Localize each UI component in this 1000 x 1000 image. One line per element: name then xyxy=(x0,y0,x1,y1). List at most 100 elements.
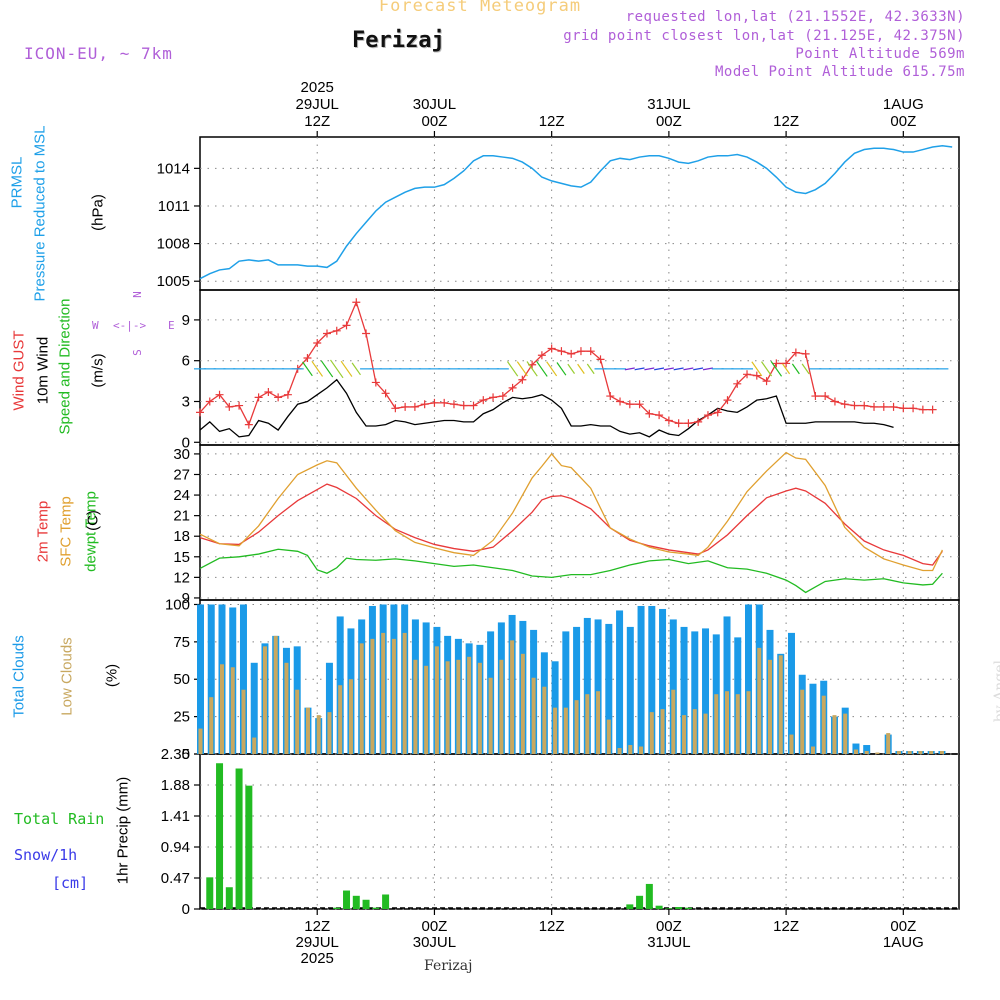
low-cloud-bar xyxy=(563,707,568,754)
rain-bar xyxy=(655,905,663,909)
meteogram-title: Forecast Meteogram xyxy=(378,0,582,16)
low-cloud-bar xyxy=(209,697,214,754)
low-cloud-bar xyxy=(875,752,880,754)
bottom-time-label: 12Z xyxy=(773,918,799,935)
wind-gust-marker xyxy=(489,393,498,402)
bottom-time-label: 31JUL xyxy=(647,934,690,951)
low-cloud-bar xyxy=(327,712,332,754)
low-cloud-bar xyxy=(424,665,429,754)
low-cloud-bar xyxy=(864,751,869,754)
wind-gust-marker xyxy=(811,392,820,401)
wind-direction-arrow xyxy=(526,361,538,377)
wind-gust-marker xyxy=(674,419,683,428)
wind-gust-marker xyxy=(782,359,791,368)
rain-bar xyxy=(343,890,351,909)
low-cloud-bar xyxy=(262,646,267,754)
y-tick-label: 1014 xyxy=(157,160,190,177)
wind-direction-arrow xyxy=(702,367,713,371)
low-cloud-bar xyxy=(789,734,794,754)
wind-gust-marker xyxy=(899,404,908,413)
y-tick-label: 0.47 xyxy=(161,870,190,887)
bottom-time-label: 00Z xyxy=(422,918,448,935)
snow-unit-label: [cm] xyxy=(52,874,89,892)
wind-10m-line xyxy=(199,378,894,438)
wind-gust-marker xyxy=(635,400,644,409)
low-cloud-bar xyxy=(746,691,751,754)
wind-gust-marker xyxy=(410,402,419,411)
y-tick-label: 0 xyxy=(182,434,190,451)
wind-gust-marker xyxy=(508,383,517,392)
pressure-line xyxy=(199,145,953,280)
point-altitude: Point Altitude 569m xyxy=(795,46,965,62)
total-cloud-bar xyxy=(745,604,753,754)
rain-bar xyxy=(675,907,683,909)
y-tick-label: 1005 xyxy=(157,273,190,290)
y-tick-label: 12 xyxy=(173,569,190,586)
wind-gust-marker xyxy=(303,353,312,362)
bottom-time-label: 12Z xyxy=(304,918,330,935)
temp-dewpt-line xyxy=(199,548,943,594)
wind-direction-arrow xyxy=(663,367,674,371)
y-tick-label: 0 xyxy=(182,901,190,918)
wind-gust-marker xyxy=(733,379,742,388)
wind-direction-arrow xyxy=(801,363,810,375)
temp-sfc-line xyxy=(199,451,943,572)
low-cloud-bar xyxy=(853,749,858,754)
low-cloud-bar xyxy=(735,694,740,754)
footer-location: Ferizaj xyxy=(424,958,473,974)
low-cloud-bar xyxy=(767,659,772,754)
low-cloud-bar xyxy=(531,677,536,754)
total-cloud-bar xyxy=(702,628,710,754)
location-name: Ferizaj xyxy=(352,28,445,53)
wind-direction-arrow xyxy=(567,363,576,374)
y-tick-label: 30 xyxy=(173,446,190,463)
low-cloud-bar xyxy=(628,745,633,754)
low-cloud-bar xyxy=(230,667,235,754)
wind-direction-arrow xyxy=(586,363,595,375)
wind-gust-marker xyxy=(625,400,634,409)
bottom-time-label: 2025 xyxy=(301,950,334,967)
wind-direction-arrow xyxy=(770,361,783,377)
low-cloud-bar xyxy=(832,715,837,754)
rain-bar xyxy=(372,907,380,909)
low-cloud-bar xyxy=(520,653,525,754)
rain-bar xyxy=(362,899,370,909)
low-cloud-bar xyxy=(198,728,203,754)
low-cloud-bar xyxy=(316,715,321,754)
y-tick-label: 2.35 xyxy=(161,746,190,763)
rain-bar xyxy=(636,895,644,909)
wind-direction-arrow xyxy=(751,361,763,377)
bottom-time-label: 29JUL xyxy=(296,934,339,951)
low-cloud-bar xyxy=(391,638,396,754)
wind-direction-arrow xyxy=(311,360,324,377)
wind-gust-marker xyxy=(440,398,449,407)
top-time-label: 2025 xyxy=(301,79,334,96)
y-tick-label: 1.88 xyxy=(161,777,190,794)
low-cloud-bar xyxy=(639,746,644,754)
low-cloud-bar xyxy=(305,707,310,754)
low-cloud-bar xyxy=(413,659,418,754)
total-cloud-bar xyxy=(336,616,344,754)
total-cloud-bar xyxy=(637,605,645,754)
total-cloud-bar xyxy=(852,743,860,754)
low-cloud-bar xyxy=(907,751,912,754)
wind-gust-marker xyxy=(205,397,214,406)
low-cloud-bar xyxy=(219,664,224,754)
low-cloud-bar xyxy=(703,713,708,754)
compass-rose: N W <-|-> E S xyxy=(90,288,180,358)
wind-direction-arrow xyxy=(546,361,558,377)
wind-gust-marker xyxy=(254,393,263,402)
rain-bar xyxy=(626,904,634,909)
wind-gust-marker xyxy=(420,400,429,409)
wind-gust-marker xyxy=(860,401,869,410)
total-cloud-bar xyxy=(325,662,333,754)
top-time-label: 12Z xyxy=(773,113,799,130)
total-cloud-bar xyxy=(250,662,258,754)
low-cloud-bar xyxy=(886,733,891,754)
total-cloud-bar xyxy=(680,626,688,754)
wind-gust-marker xyxy=(537,351,546,360)
wind-gust-marker xyxy=(596,355,605,364)
top-time-label: 1AUG xyxy=(883,96,924,113)
top-time-label: 12Z xyxy=(304,113,330,130)
wind-gust-marker xyxy=(918,405,927,414)
